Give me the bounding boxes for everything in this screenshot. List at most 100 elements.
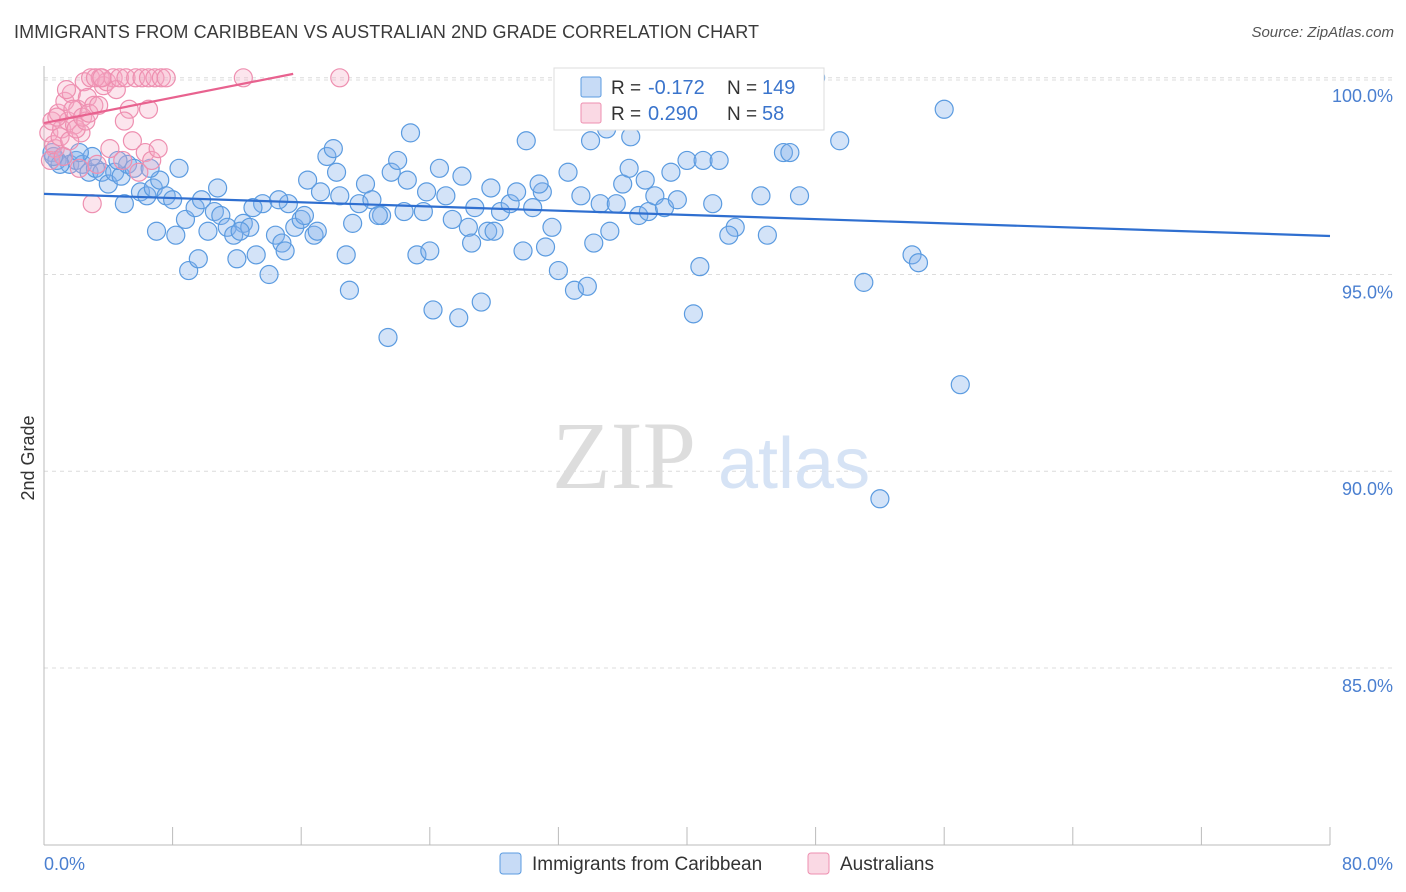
point-caribbean-77 — [564, 280, 585, 300]
point-caribbean-55 — [400, 123, 421, 143]
point-caribbean-79 — [580, 131, 601, 151]
point-caribbean-115 — [378, 327, 398, 348]
point-caribbean-119 — [577, 276, 597, 296]
point-australians-45 — [69, 158, 89, 178]
legend-swatch-caribbean — [580, 76, 602, 98]
y-tick-label-95: 95.0% — [1342, 283, 1393, 303]
point-australians-51 — [89, 95, 109, 115]
point-caribbean-125 — [307, 221, 327, 241]
series-legend-swatch-australians — [807, 852, 830, 875]
legend-swatch-australians — [580, 102, 602, 124]
point-australians-42 — [60, 131, 80, 151]
legend-n-label-caribbean: N = — [727, 78, 757, 99]
point-caribbean-65 — [471, 292, 491, 312]
x-tick-label-max: 80.0% — [1342, 854, 1393, 874]
y-axis-title: 2nd Grade — [18, 415, 38, 500]
point-caribbean-109 — [621, 127, 641, 147]
watermark: ZIP atlas — [552, 402, 870, 509]
legend-n-australians: 58 — [762, 103, 784, 125]
point-australians-30 — [135, 142, 155, 163]
source-credit: Source: ZipAtlas.com — [1251, 24, 1394, 41]
point-caribbean-117 — [449, 308, 469, 328]
point-caribbean-135 — [326, 162, 347, 182]
series-legend-label-australians: Australians — [840, 854, 934, 875]
series-legend-label-caribbean: Immigrants from Caribbean — [532, 854, 762, 875]
legend-r-label-caribbean: R = — [611, 78, 641, 99]
point-caribbean-145 — [294, 205, 315, 226]
point-caribbean-27 — [211, 205, 231, 226]
point-caribbean-138 — [166, 225, 186, 245]
point-caribbean-37 — [278, 194, 298, 214]
point-caribbean-134 — [397, 170, 417, 190]
point-caribbean-129 — [600, 221, 620, 241]
point-australians-52 — [92, 68, 112, 88]
x-tick-label-min: 0.0% — [44, 854, 85, 874]
trend-lines — [43, 72, 1331, 238]
point-caribbean-66 — [478, 221, 498, 241]
point-caribbean-25 — [198, 221, 218, 241]
point-caribbean-54 — [394, 201, 414, 222]
point-australians-39 — [50, 127, 70, 147]
point-caribbean-33 — [253, 194, 273, 214]
point-caribbean-144 — [416, 182, 437, 202]
stats-legend: R = -0.172 N = 149 R = 0.290 N = 58 — [553, 67, 825, 131]
point-australians-35 — [151, 68, 171, 88]
point-australians-57 — [114, 111, 134, 131]
point-caribbean-58 — [420, 241, 440, 261]
point-caribbean-44 — [323, 139, 343, 159]
point-caribbean-60 — [436, 186, 456, 206]
point-caribbean-103 — [854, 272, 874, 292]
axes — [43, 66, 1331, 846]
point-caribbean-46 — [336, 245, 356, 265]
point-caribbean-143 — [481, 178, 501, 198]
point-caribbean-72 — [523, 198, 543, 218]
point-caribbean-137 — [208, 178, 228, 198]
point-caribbean-52 — [381, 162, 401, 182]
point-caribbean-20 — [169, 158, 189, 178]
point-caribbean-126 — [368, 205, 388, 226]
point-caribbean-28 — [217, 217, 237, 237]
point-australians-32 — [142, 150, 162, 171]
point-australians-41 — [56, 80, 77, 100]
stats-legend-box — [553, 67, 825, 131]
point-caribbean-47 — [343, 213, 363, 233]
point-caribbean-128 — [535, 237, 556, 257]
point-caribbean-111 — [146, 221, 167, 241]
point-caribbean-85 — [629, 205, 649, 226]
point-caribbean-71 — [516, 131, 536, 151]
legend-r-label-australians: R = — [611, 104, 641, 125]
point-caribbean-62 — [452, 166, 472, 186]
legend-r-caribbean: -0.172 — [648, 77, 705, 99]
watermark-atlas: atlas — [718, 424, 870, 504]
point-caribbean-56 — [407, 245, 427, 265]
point-caribbean-120 — [584, 233, 604, 253]
point-caribbean-29 — [227, 249, 247, 269]
point-caribbean-42 — [310, 182, 331, 202]
point-caribbean-122 — [140, 158, 160, 178]
point-caribbean-59 — [429, 158, 450, 178]
point-caribbean-105 — [902, 245, 922, 265]
point-caribbean-107 — [934, 99, 954, 119]
point-australians-44 — [66, 119, 86, 139]
point-caribbean-113 — [275, 241, 295, 261]
point-caribbean-92 — [693, 150, 713, 171]
point-caribbean-90 — [677, 150, 697, 171]
point-australians-49 — [82, 194, 102, 214]
point-caribbean-78 — [571, 186, 591, 206]
point-caribbean-97 — [757, 225, 777, 245]
point-caribbean-45 — [330, 186, 350, 206]
point-caribbean-100 — [789, 186, 810, 206]
series-legend: Immigrants from Caribbean Australians — [499, 852, 934, 875]
point-caribbean-61 — [442, 209, 462, 230]
point-caribbean-89 — [661, 162, 681, 182]
point-caribbean-133 — [751, 186, 771, 206]
point-caribbean-142 — [529, 174, 549, 194]
point-caribbean-70 — [507, 182, 527, 202]
point-caribbean-40 — [298, 170, 318, 190]
point-caribbean-98 — [773, 142, 794, 163]
point-caribbean-130 — [635, 170, 655, 190]
trend-line-australians — [43, 72, 294, 125]
point-caribbean-53 — [388, 150, 408, 171]
point-caribbean-35 — [265, 225, 286, 245]
trend-line-caribbean — [43, 192, 1331, 238]
